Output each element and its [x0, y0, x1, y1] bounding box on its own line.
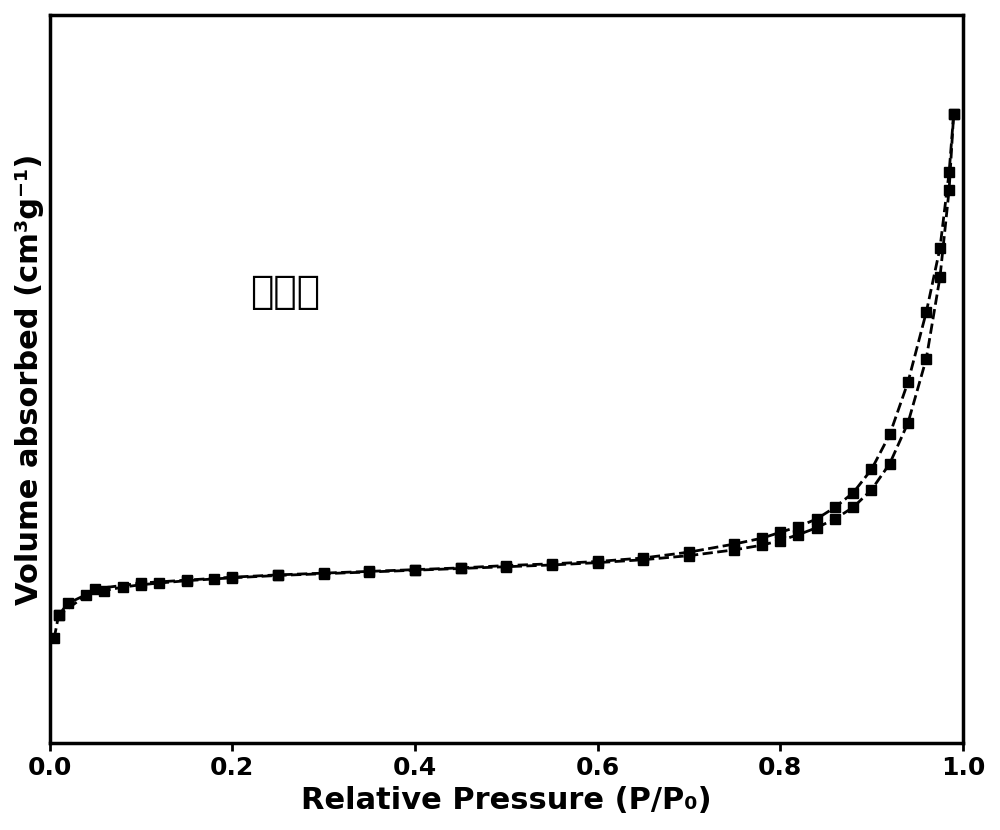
- Text: 实施例: 实施例: [250, 273, 321, 310]
- Y-axis label: Volume absorbed (cm³g⁻¹): Volume absorbed (cm³g⁻¹): [15, 154, 44, 605]
- X-axis label: Relative Pressure (P/P₀): Relative Pressure (P/P₀): [301, 786, 711, 815]
